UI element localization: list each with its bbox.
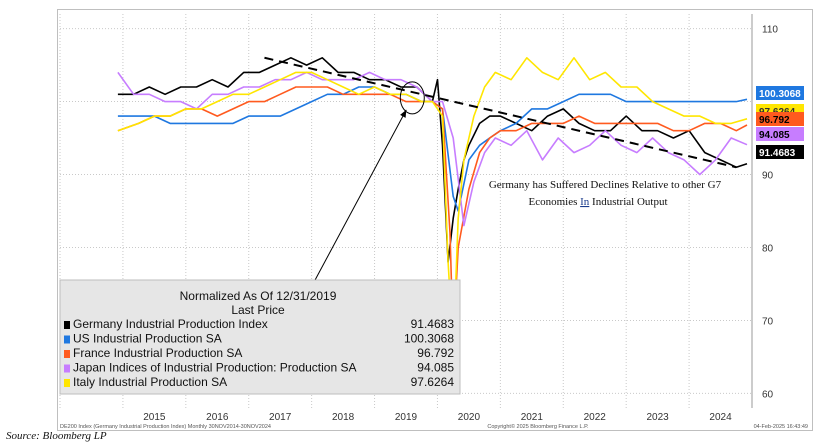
value-badge-label: 91.4683 (759, 148, 796, 159)
annotation-line-1: Germany has Suffered Declines Relative t… (489, 179, 722, 191)
series-line (118, 58, 747, 262)
legend-entry-name: France Industrial Production SA (73, 346, 242, 360)
chart-footer: DE200 Index (Germany Industrial Producti… (60, 423, 808, 430)
legend-swatch (64, 350, 70, 358)
chart-frame: Germany has Suffered Declines Relative t… (57, 9, 813, 431)
legend-entry-value: 94.085 (417, 361, 454, 375)
pointer-arrow-line (314, 110, 406, 282)
annotation-line-2: Economies In Industrial Output (528, 196, 667, 208)
series-line (118, 87, 747, 211)
value-badge-label: 96.792 (759, 115, 790, 126)
footer-right: 04-Feb-2025 16:43:49 (754, 424, 808, 430)
x-tick-label: 2023 (647, 412, 670, 423)
x-tick-label: 2015 (143, 412, 166, 423)
x-tick-label: 2020 (458, 412, 481, 423)
x-tick-label: 2024 (709, 412, 732, 423)
x-tick-label: 2021 (521, 412, 544, 423)
y-tick-label: 80 (762, 243, 774, 254)
value-badge-label: 94.085 (759, 130, 790, 141)
legend-entry-value: 97.6264 (411, 375, 455, 389)
legend-entry-name: Japan Indices of Industrial Production: … (73, 361, 357, 375)
y-tick-label: 60 (762, 389, 774, 400)
legend-entry-value: 91.4683 (411, 317, 455, 331)
y-tick-label: 70 (762, 316, 774, 327)
legend-entry-name: US Industrial Production SA (73, 332, 222, 346)
x-tick-label: 2019 (395, 412, 418, 423)
value-badge-label: 100.3068 (759, 89, 801, 100)
legend-swatch (64, 365, 70, 373)
legend-subheading: Last Price (231, 303, 285, 317)
line-chart: Germany has Suffered Declines Relative t… (58, 10, 812, 430)
source-note: Source: Bloomberg LP (6, 430, 107, 442)
x-tick-label: 2016 (206, 412, 229, 423)
legend-entry-name: Italy Industrial Production SA (73, 375, 227, 389)
x-tick-label: 2022 (584, 412, 607, 423)
legend-heading: Normalized As Of 12/31/2019 (180, 289, 337, 303)
legend-swatch (64, 379, 70, 387)
legend-swatch (64, 321, 70, 329)
legend-swatch (64, 336, 70, 344)
legend-entry-value: 100.3068 (404, 332, 454, 346)
x-tick-label: 2017 (269, 412, 292, 423)
y-tick-label: 110 (762, 25, 778, 36)
y-tick-label: 90 (762, 171, 774, 182)
legend-entry-name: Germany Industrial Production Index (73, 317, 268, 331)
legend-entry-value: 96.792 (417, 346, 454, 360)
x-tick-label: 2018 (332, 412, 355, 423)
footer-center: Copyright© 2025 Bloomberg Finance L.P. (487, 423, 589, 430)
